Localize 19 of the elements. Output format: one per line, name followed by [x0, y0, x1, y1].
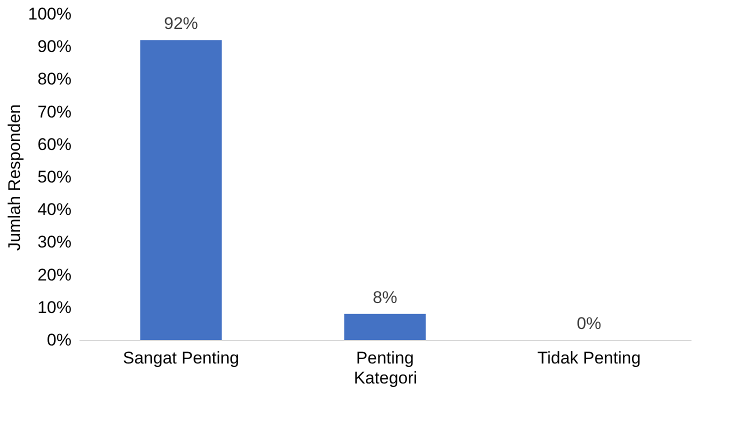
y-tick-label: 10% — [37, 298, 72, 317]
y-tick-label: 30% — [37, 232, 72, 252]
y-tick-label: 100% — [28, 4, 72, 24]
y-tick-label: 20% — [37, 265, 72, 284]
y-tick-label: 70% — [37, 102, 72, 122]
y-axis-title: Jumlah Responden — [5, 104, 24, 251]
data-label: 8% — [372, 288, 398, 307]
data-label: 0% — [576, 314, 602, 333]
y-tick-label: 60% — [37, 134, 72, 154]
y-tick-label: 40% — [37, 200, 72, 220]
x-axis-title: Kategori — [354, 368, 418, 388]
y-tick-label: 50% — [37, 168, 72, 186]
y-tick-label: 80% — [37, 70, 72, 89]
data-label: 92% — [164, 14, 198, 34]
x-tick-label: Sangat Penting — [122, 348, 240, 368]
y-tick-label: 0% — [46, 330, 72, 350]
x-tick-label: Tidak Penting — [537, 348, 641, 368]
x-tick-label: Penting — [356, 348, 414, 368]
y-tick-label: 90% — [37, 37, 72, 56]
